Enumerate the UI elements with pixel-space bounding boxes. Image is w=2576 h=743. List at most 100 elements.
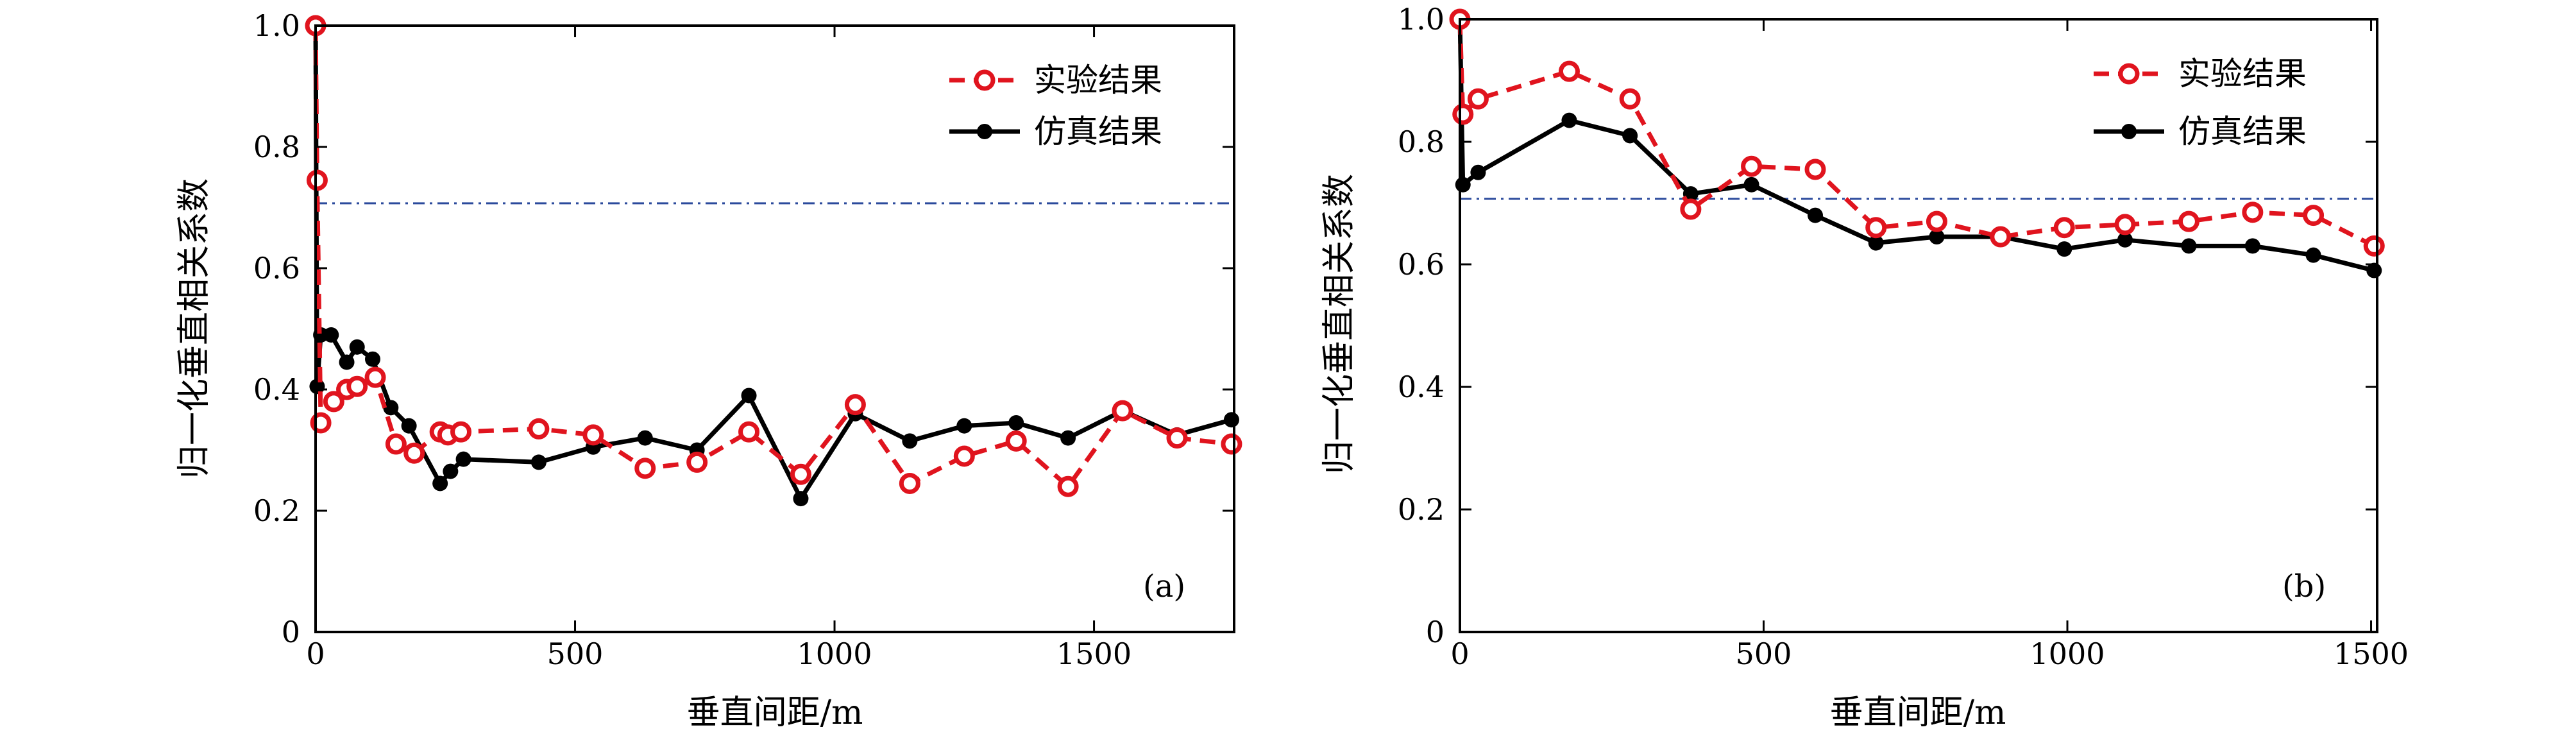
point-experiment: [686, 451, 708, 473]
x-tick-label: 500: [1736, 636, 1792, 671]
point-simulation: [401, 418, 417, 434]
point-experiment: [1804, 158, 1826, 180]
point-experiment: [1057, 475, 1079, 497]
point-simulation: [956, 418, 972, 434]
point-experiment: [582, 424, 604, 446]
point-experiment: [1619, 88, 1641, 110]
x-tick-label: 1000: [2029, 636, 2105, 671]
point-experiment: [385, 433, 407, 455]
point-simulation: [2181, 238, 2197, 254]
point-experiment: [1926, 210, 1947, 232]
panel-b-x-axis-title: 垂直间距/m: [1830, 694, 2006, 732]
panel-b-axes-box: [1459, 18, 2378, 633]
x-tick-label: 0: [306, 636, 325, 671]
chart-panel-b: 0 500 1000 1500 0 0.2 0.4 0.6 0.8 1.0 实验结果 仿真结果 (…: [1320, 2, 2409, 732]
point-experiment: [450, 421, 472, 443]
panel-a-label: (a): [1143, 568, 1185, 604]
legend-simulation-marker: [977, 124, 992, 139]
point-experiment: [844, 394, 866, 416]
point-experiment: [1166, 427, 1188, 449]
point-simulation: [1455, 176, 1471, 192]
point-simulation: [902, 433, 918, 449]
point-experiment: [738, 421, 760, 443]
point-simulation: [2056, 241, 2072, 257]
legend-experiment-label: 实验结果: [2178, 55, 2307, 92]
point-simulation: [793, 491, 809, 507]
point-experiment: [323, 391, 344, 413]
point-experiment: [2303, 205, 2325, 226]
y-tick-label: 0.2: [253, 493, 300, 528]
x-tick-label: 1500: [2334, 636, 2409, 671]
point-simulation: [364, 351, 380, 367]
panel-b-y-axis-title: 归一化垂直相关系数: [1320, 174, 1359, 474]
point-experiment: [403, 442, 425, 464]
point-experiment: [2178, 210, 2199, 232]
y-tick-label: 0: [1426, 615, 1445, 649]
point-experiment: [1467, 88, 1489, 110]
point-simulation: [1470, 164, 1486, 180]
point-simulation: [349, 339, 365, 355]
point-experiment: [1865, 217, 1887, 239]
point-simulation: [339, 354, 355, 370]
point-experiment: [2363, 235, 2385, 257]
point-simulation: [383, 400, 399, 416]
point-experiment: [1558, 60, 1580, 82]
point-experiment: [1680, 198, 1702, 220]
point-simulation: [1008, 414, 1024, 431]
point-simulation: [2117, 232, 2133, 248]
point-experiment: [346, 375, 368, 397]
point-experiment: [1741, 155, 1763, 177]
y-tick-label: 0.8: [1398, 124, 1445, 159]
y-tick-label: 0.8: [253, 130, 300, 164]
point-experiment: [528, 418, 550, 440]
point-simulation: [1561, 112, 1577, 128]
y-tick-label: 0: [282, 615, 300, 649]
point-simulation: [2244, 238, 2260, 254]
panel-a-marks: [305, 15, 1242, 507]
panel-a-y-axis-title: 归一化垂直相关系数: [175, 178, 214, 479]
legend-simulation-label: 仿真结果: [2178, 113, 2307, 150]
point-experiment: [899, 472, 920, 494]
point-experiment: [306, 169, 328, 191]
x-tick-label: 1000: [797, 636, 872, 671]
point-simulation: [1929, 229, 1945, 245]
legend-simulation-label: 仿真结果: [1034, 113, 1162, 150]
series-line-experiment: [1457, 19, 2375, 248]
point-simulation: [637, 430, 653, 446]
panel-b-marks: [1449, 8, 2385, 278]
point-simulation: [1808, 207, 1824, 223]
point-simulation: [455, 451, 471, 467]
panel-a-ticks: 0 500 1000 1500 0 0.2 0.4 0.6 0.8 1.0: [253, 8, 1234, 671]
legend-experiment-marker: [974, 69, 996, 91]
y-tick-label: 1.0: [253, 8, 300, 43]
panel-b-label: (b): [2282, 568, 2326, 604]
y-tick-label: 0.6: [253, 251, 300, 286]
x-tick-label: 500: [547, 636, 604, 671]
point-experiment: [634, 457, 656, 479]
point-experiment: [2114, 214, 2136, 235]
x-tick-label: 1500: [1056, 636, 1131, 671]
y-tick-label: 0.6: [1398, 247, 1445, 282]
point-experiment: [953, 445, 975, 467]
panel-a-legend: 实验结果 仿真结果: [949, 62, 1162, 150]
point-experiment: [364, 366, 386, 388]
legend-simulation-marker: [2121, 124, 2137, 139]
point-simulation: [1868, 235, 1884, 251]
point-simulation: [741, 388, 757, 404]
point-simulation: [432, 475, 448, 491]
legend-experiment-marker: [2118, 63, 2140, 85]
point-experiment: [2053, 217, 2075, 239]
point-experiment: [2242, 201, 2264, 223]
x-tick-label: 0: [1450, 636, 1469, 671]
y-tick-label: 1.0: [1398, 2, 1445, 37]
point-simulation: [1743, 176, 1759, 192]
panel-b-ticks: 0 500 1000 1500 0 0.2 0.4 0.6 0.8 1.0: [1398, 2, 2409, 671]
y-tick-label: 0.4: [253, 372, 300, 407]
y-tick-label: 0.2: [1398, 492, 1445, 527]
point-simulation: [1223, 412, 1239, 428]
point-simulation: [1060, 430, 1076, 446]
point-experiment: [1221, 433, 1242, 455]
chart-panel-a: 0 500 1000 1500 0 0.2 0.4 0.6 0.8 1.0 实验结果 仿真结果 (…: [175, 8, 1242, 732]
y-tick-label: 0.4: [1398, 370, 1445, 404]
point-simulation: [530, 454, 547, 470]
